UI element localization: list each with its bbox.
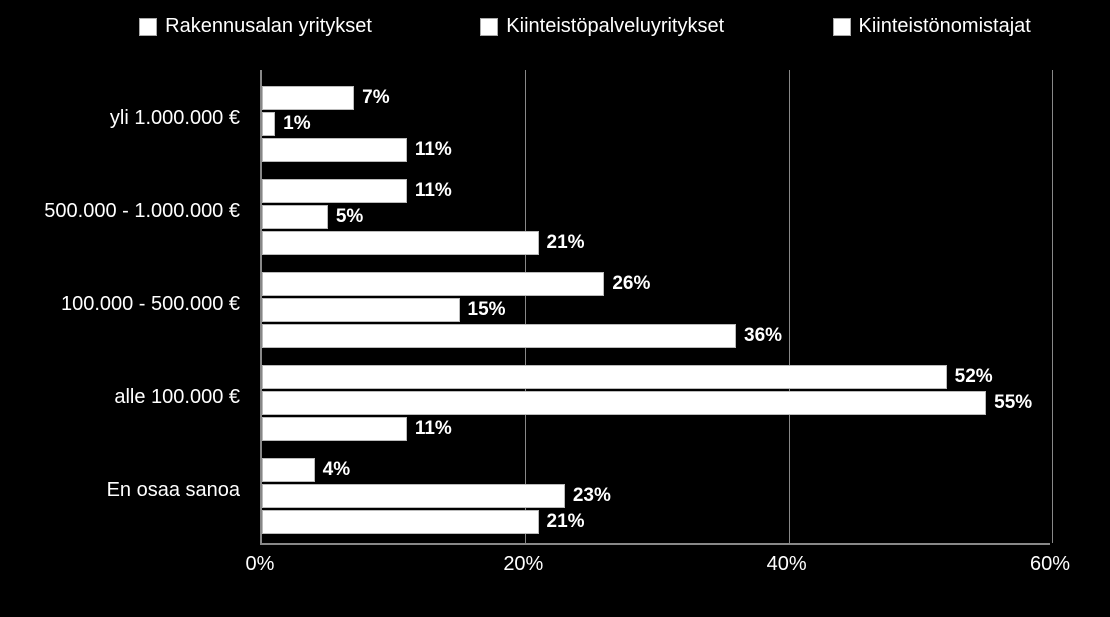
- bar: [262, 138, 407, 162]
- bar-row: 26%: [262, 271, 1050, 297]
- bar-group: 26% 15% 36%: [262, 271, 1050, 349]
- bar: [262, 484, 565, 508]
- legend: Rakennusalan yritykset Kiinteistöpalvelu…: [100, 15, 1070, 38]
- bar-value-label: 55%: [994, 392, 1032, 414]
- legend-label: Rakennusalan yritykset: [165, 15, 372, 38]
- bar-value-label: 36%: [744, 325, 782, 347]
- bar-row: 1%: [262, 111, 1050, 137]
- category-label: alle 100.000 €: [0, 386, 240, 409]
- legend-item: Kiinteistönomistajat: [833, 15, 1031, 38]
- bar-row: 11%: [262, 416, 1050, 442]
- legend-item: Rakennusalan yritykset: [139, 15, 372, 38]
- square-icon: [833, 18, 851, 36]
- bar: [262, 417, 407, 441]
- bar-row: 7%: [262, 85, 1050, 111]
- bar-group: 7% 1% 11%: [262, 85, 1050, 163]
- bar-group: 11% 5% 21%: [262, 178, 1050, 256]
- legend-label: Kiinteistönomistajat: [859, 15, 1031, 38]
- bar: [262, 298, 460, 322]
- bar-value-label: 52%: [955, 366, 993, 388]
- x-tick-label: 60%: [1030, 553, 1070, 576]
- bar-row: 11%: [262, 137, 1050, 163]
- gridline: [1052, 70, 1053, 543]
- bar-value-label: 7%: [362, 87, 389, 109]
- bar: [262, 458, 315, 482]
- square-icon: [139, 18, 157, 36]
- bar: [262, 205, 328, 229]
- bar-value-label: 5%: [336, 206, 363, 228]
- bar-value-label: 26%: [612, 273, 650, 295]
- bar-row: 5%: [262, 204, 1050, 230]
- chart-container: Rakennusalan yritykset Kiinteistöpalvelu…: [0, 0, 1110, 617]
- x-tick-label: 0%: [246, 553, 275, 576]
- bar-row: 52%: [262, 364, 1050, 390]
- bar-value-label: 4%: [323, 459, 350, 481]
- category-label: En osaa sanoa: [0, 479, 240, 502]
- legend-item: Kiinteistöpalveluyritykset: [480, 15, 724, 38]
- bar-value-label: 11%: [415, 180, 452, 202]
- bar: [262, 324, 736, 348]
- bar: [262, 365, 947, 389]
- bar-group: 52%55% 11%: [262, 364, 1050, 442]
- bar: [262, 86, 354, 110]
- bar-row: 23%: [262, 483, 1050, 509]
- bar-group: 4% 23% 21%: [262, 457, 1050, 535]
- bar-row: 11%: [262, 178, 1050, 204]
- square-icon: [480, 18, 498, 36]
- x-tick-label: 40%: [767, 553, 807, 576]
- bar-value-label: 11%: [415, 418, 452, 440]
- bar-value-label: 15%: [468, 299, 506, 321]
- bar: [262, 510, 539, 534]
- bar: [262, 112, 275, 136]
- bar-value-label: 11%: [415, 139, 452, 161]
- bar-value-label: 1%: [283, 113, 310, 135]
- bar-value-label: 21%: [547, 232, 585, 254]
- category-label: yli 1.000.000 €: [0, 107, 240, 130]
- bar-row: 55%: [262, 390, 1050, 416]
- bar: [262, 272, 604, 296]
- x-tick-label: 20%: [503, 553, 543, 576]
- bar: [262, 391, 986, 415]
- bar: [262, 179, 407, 203]
- bar-row: 21%: [262, 509, 1050, 535]
- category-label: 100.000 - 500.000 €: [0, 293, 240, 316]
- bar-row: 21%: [262, 230, 1050, 256]
- bar-value-label: 21%: [547, 511, 585, 533]
- bar: [262, 231, 539, 255]
- bar-row: 15%: [262, 297, 1050, 323]
- category-label: 500.000 - 1.000.000 €: [0, 200, 240, 223]
- bar-row: 4%: [262, 457, 1050, 483]
- bar-value-label: 23%: [573, 485, 611, 507]
- bar-row: 36%: [262, 323, 1050, 349]
- legend-label: Kiinteistöpalveluyritykset: [506, 15, 724, 38]
- plot-area: 7% 1% 11% 11% 5% 21% 26% 15% 36% 52%55% 11% 4% 23% 21…: [260, 70, 1050, 545]
